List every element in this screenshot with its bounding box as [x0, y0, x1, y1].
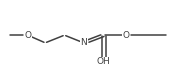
- Text: O: O: [123, 31, 130, 40]
- Text: N: N: [80, 38, 87, 47]
- Text: OH: OH: [97, 57, 111, 66]
- Text: O: O: [24, 31, 31, 40]
